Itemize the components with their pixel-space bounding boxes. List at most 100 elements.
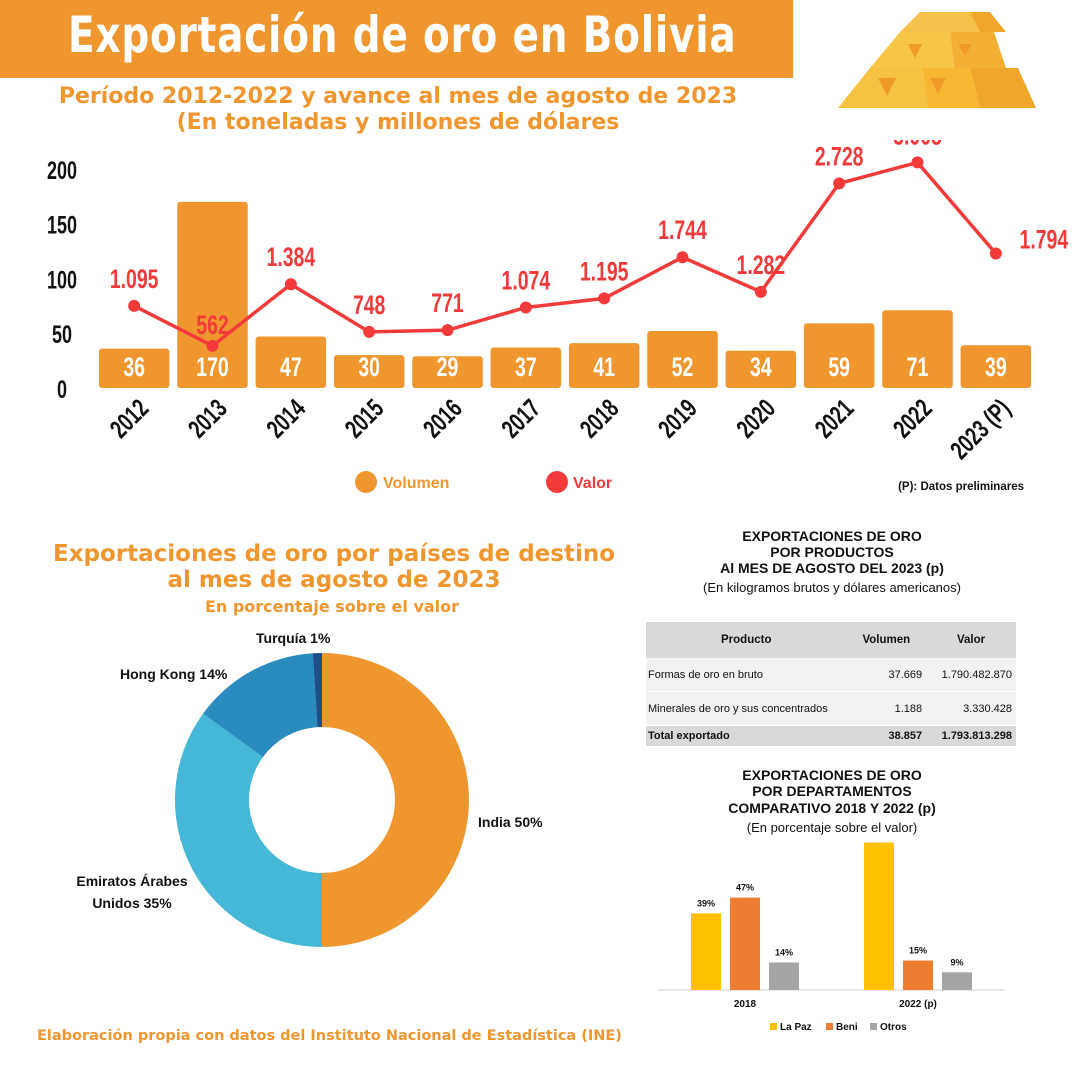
table-cell: Total exportado (646, 725, 847, 747)
gold-bars-icon (838, 12, 1036, 108)
x-tick-label: 2018 (574, 393, 625, 444)
point-label: 1.195 (580, 256, 629, 286)
point-valor (128, 299, 141, 312)
bar-volumen (647, 331, 718, 388)
point-label: 2.728 (815, 141, 864, 171)
dept-x-label: 2022 (p) (899, 999, 937, 1010)
x-tick-label: 2022 (887, 393, 938, 444)
bar-label: 52 (672, 352, 694, 382)
point-valor (206, 339, 219, 352)
dept-legend-label: Beni (836, 1022, 858, 1033)
dept-chart: 39%47%14%201875%15%9%2022 (p)La PazBeniO… (658, 842, 1005, 1033)
pie-slice (322, 653, 469, 947)
column-header: Valor (926, 622, 1016, 658)
dept-subtitle: (En porcentaje sobre el valor) (746, 820, 918, 835)
dept-legend-marker (870, 1023, 877, 1030)
bar-label: 30 (358, 352, 380, 382)
table-cell: 37.669 (846, 658, 927, 692)
footer-source: Elaboración propia con datos del Institu… (37, 1028, 622, 1044)
table-title-3: Al MES DE AGOSTO DEL 2023 (p) (720, 560, 944, 576)
x-tick-label: 2016 (417, 393, 468, 444)
point-label: 562 (196, 310, 228, 340)
legend-volumen-marker (355, 471, 377, 493)
pie-label: Unidos 35% (92, 895, 172, 911)
pie-slice (203, 653, 318, 758)
pie-chart: India 50% Emiratos Árabes Unidos 35% Hong K… (76, 630, 543, 947)
dept-title-1: EXPORTACIONES DE ORO (742, 767, 922, 783)
bar-label: 29 (437, 352, 459, 382)
point-valor (911, 156, 924, 169)
dept-legend-label: Otros (880, 1022, 907, 1033)
table-title-1: EXPORTACIONES DE ORO (742, 528, 922, 544)
bar-volumen (490, 347, 562, 388)
point-label: 1.794 (1020, 224, 1069, 254)
point-valor (754, 285, 767, 298)
pie-slice (312, 653, 322, 728)
table-subtitle: (En kilogramos brutos y dólares american… (703, 580, 961, 595)
point-valor (519, 301, 532, 314)
bar-volumen (568, 343, 640, 388)
table-cell: 1.188 (846, 691, 927, 726)
legend-valor-label: Valor (573, 475, 612, 492)
bar-volumen (882, 310, 953, 388)
bar-label: 34 (750, 352, 772, 382)
y-tick-label: 200 (47, 156, 77, 185)
point-valor (284, 278, 297, 291)
y-tick-label: 100 (47, 266, 77, 295)
dept-bar (769, 962, 799, 990)
page-title: Exportación de oro en Bolivia (68, 6, 737, 64)
table-cell: 38.857 (846, 725, 927, 747)
point-label: 1.095 (110, 264, 159, 294)
dept-title-3: COMPARATIVO 2018 Y 2022 (p) (728, 800, 936, 816)
dept-bar-label: 39% (697, 898, 715, 908)
table-title-2: POR PRODUCTOS (770, 544, 894, 560)
dept-bar-label: 15% (909, 946, 927, 956)
point-valor (989, 247, 1002, 260)
line-valor (133, 160, 998, 348)
legend-volumen-label: Volumen (383, 475, 449, 492)
pie-label: Hong Kong 14% (120, 666, 228, 682)
pie-label: Emiratos Árabes (76, 873, 187, 889)
pie-label: Turquía 1% (256, 630, 331, 646)
table-cell: 1.793.813.298 (926, 725, 1016, 747)
pie-title-1: Exportaciones de oro por países de desti… (52, 541, 616, 567)
x-tick-label: 2020 (730, 393, 781, 444)
bar-volumen (333, 355, 405, 388)
y-tick-label: 150 (47, 211, 77, 240)
table-cell: 3.330.428 (926, 691, 1016, 726)
dept-x-label: 2018 (734, 999, 757, 1010)
dept-bar-label: 9% (950, 957, 963, 967)
bar-label: 36 (123, 352, 145, 382)
bar-label: 59 (828, 352, 850, 382)
table-total-row: Total exportado 38.857 1.793.813.298 (646, 725, 1016, 747)
x-tick-label: 2015 (339, 393, 390, 444)
bar-label: 39 (985, 352, 1007, 382)
main-chart: 0 50 100 150 200 36 170 47 30 29 37 41 52 34 59 71 39 1.0… (47, 140, 1069, 493)
point-label: 1.074 (502, 265, 551, 295)
point-label: 1.282 (737, 250, 786, 280)
x-tick-label: 2013 (182, 393, 233, 444)
pie-subtitle: En porcentaje sobre el valor (204, 597, 460, 616)
bar-label: 47 (280, 352, 302, 382)
products-table: Producto Volumen Valor Formas de oro en … (646, 622, 1016, 747)
dept-legend-marker (770, 1023, 777, 1030)
pie-label: India 50% (478, 814, 543, 830)
x-tick-label: 2017 (495, 393, 546, 444)
bar-label: 37 (515, 352, 537, 382)
point-label: 3.008 (893, 140, 942, 150)
bar-volumen (412, 356, 483, 388)
point-label: 1.384 (267, 242, 316, 272)
bar-volumen (255, 336, 327, 388)
table-cell: Minerales de oro y sus concentrados (646, 691, 847, 726)
pie-slice (174, 713, 322, 947)
x-tick-label: 2012 (104, 393, 155, 444)
dept-legend-label: La Paz (780, 1022, 812, 1033)
dept-bar-label: 14% (775, 947, 793, 957)
point-label: 1.744 (658, 215, 707, 245)
bar-volumen (960, 345, 1032, 388)
dept-bar (903, 960, 933, 990)
bar-label: 170 (196, 352, 228, 382)
column-header: Producto (646, 622, 847, 658)
x-tick-label: 2023 (P) (944, 393, 1016, 465)
table-cell: 1.790.482.870 (926, 658, 1016, 692)
